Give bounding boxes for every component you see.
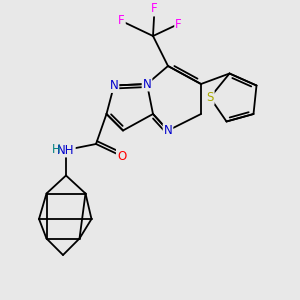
Text: F: F bbox=[151, 2, 158, 16]
Text: NH: NH bbox=[57, 143, 75, 157]
Text: F: F bbox=[118, 14, 125, 28]
Text: O: O bbox=[117, 149, 126, 163]
Text: H: H bbox=[52, 143, 61, 156]
Text: F: F bbox=[175, 17, 182, 31]
Text: N: N bbox=[164, 124, 172, 137]
Text: S: S bbox=[206, 91, 214, 104]
Text: N: N bbox=[110, 79, 118, 92]
Text: N: N bbox=[142, 77, 152, 91]
